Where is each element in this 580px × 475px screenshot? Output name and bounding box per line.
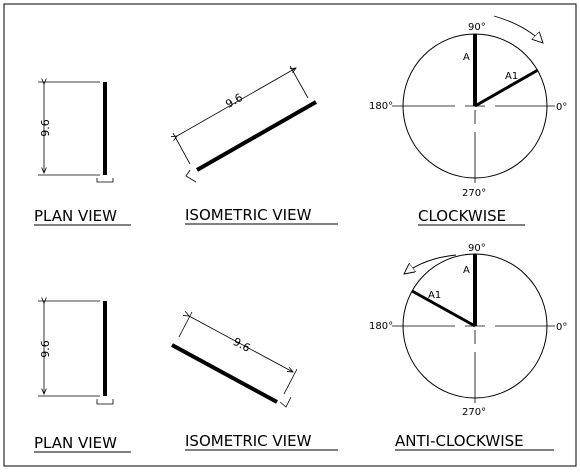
label-a1: A1	[505, 71, 518, 82]
label-0: 0°	[556, 102, 567, 113]
label-a: A	[463, 265, 470, 276]
caption-isometric-view-bottom: ISOMETRIC VIEW	[185, 432, 312, 450]
clockwise-arrow-icon	[493, 15, 543, 43]
dimension-line	[189, 316, 293, 372]
plan-view-top: 9.6	[38, 82, 114, 183]
dimension-line	[177, 68, 296, 136]
label-270: 270°	[462, 188, 486, 199]
caption-anti-clockwise: ANTI-CLOCKWISE	[395, 432, 524, 450]
label-90: 90°	[468, 243, 486, 254]
label-90: 90°	[468, 22, 486, 33]
caption-clockwise: CLOCKWISE	[418, 207, 506, 225]
rotation-circle-bottom: 90° 180° 0° 270° A A1	[369, 243, 567, 418]
label-180: 180°	[369, 321, 393, 332]
label-270: 270°	[462, 407, 486, 418]
caption-plan-view-bottom: PLAN VIEW	[34, 434, 117, 452]
iso-member	[196, 100, 317, 172]
outer-border	[3, 3, 577, 467]
plan-dimension-label: 9.6	[39, 119, 52, 137]
label-180: 180°	[369, 101, 393, 112]
anticlockwise-arrow-icon	[404, 254, 457, 274]
isometric-view-top: 9.6	[173, 65, 317, 183]
iso-member	[171, 343, 278, 404]
member-a1	[411, 289, 476, 328]
rotation-circle-top: 90° 180° 0° 270° A A1	[369, 15, 567, 199]
label-a: A	[463, 52, 470, 63]
member-a1	[474, 68, 539, 108]
iso-dimension-label: 9.6	[231, 335, 253, 355]
isometric-view-bottom: 9.6	[171, 312, 298, 408]
label-a1: A1	[428, 290, 441, 301]
caption-plan-view-top: PLAN VIEW	[34, 207, 117, 225]
plan-dimension-label: 9.6	[39, 340, 52, 358]
label-0: 0°	[556, 322, 567, 333]
plan-view-bottom: 9.6	[38, 301, 114, 405]
caption-isometric-view-top: ISOMETRIC VIEW	[185, 206, 312, 224]
